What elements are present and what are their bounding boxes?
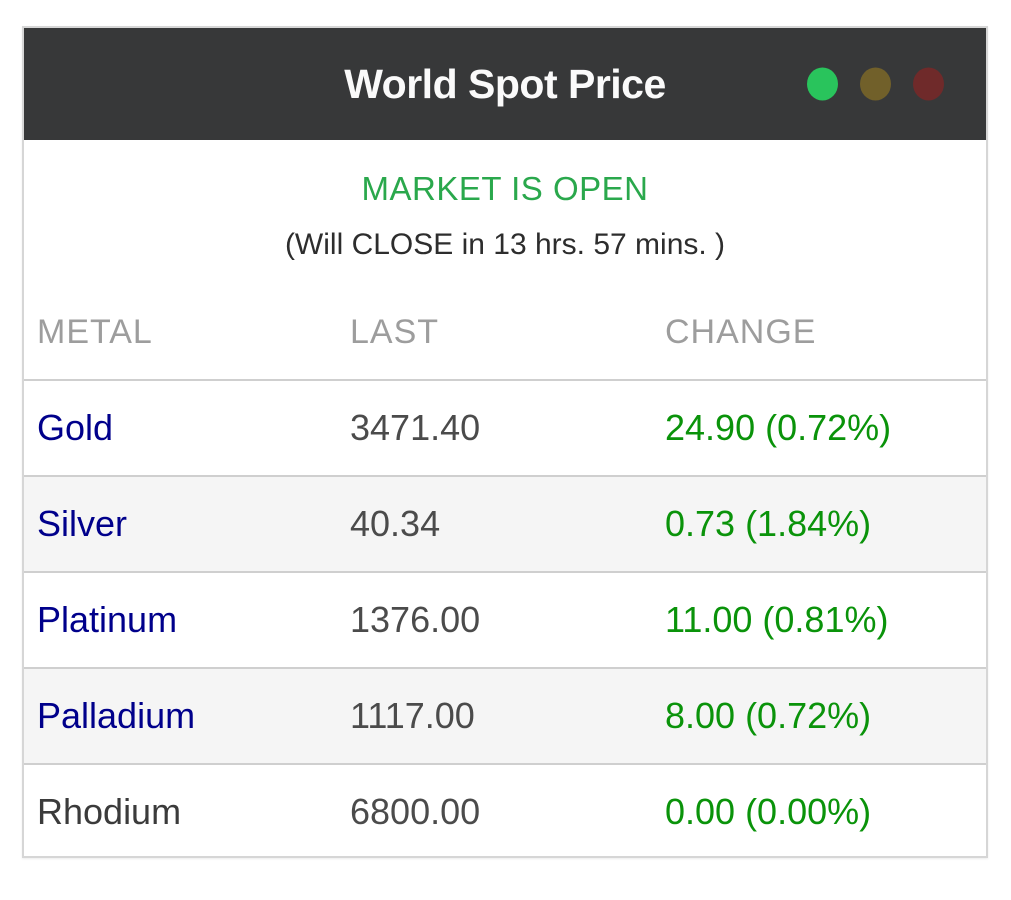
table-row-rhodium: Rhodium 6800.00 0.00 (0.00%) [24, 763, 986, 859]
column-header-change: CHANGE [665, 313, 817, 351]
last-price-gold: 3471.40 [350, 407, 481, 448]
spot-price-table: METAL LAST CHANGE Gold 3471.40 24.90 (0.… [24, 286, 986, 859]
world-spot-price-widget: World Spot Price MARKET IS OPEN (Will CL… [22, 26, 988, 858]
table-header-row: METAL LAST CHANGE [24, 286, 986, 379]
red-dot-icon[interactable] [913, 67, 944, 101]
last-price-rhodium: 6800.00 [350, 791, 481, 832]
metal-link-silver[interactable]: Silver [37, 503, 128, 544]
last-price-silver: 40.34 [350, 503, 441, 544]
change-value-silver: 0.73 (1.84%) [665, 503, 872, 544]
green-dot-icon[interactable] [807, 67, 838, 101]
market-countdown: (Will CLOSE in 13 hrs. 57 mins. ) [284, 228, 726, 261]
metal-link-gold[interactable]: Gold [37, 407, 114, 448]
change-value-rhodium: 0.00 (0.00%) [665, 791, 872, 832]
table-row-palladium: Palladium 1117.00 8.00 (0.72%) [24, 667, 986, 763]
metal-link-palladium[interactable]: Palladium [37, 695, 196, 736]
market-status: MARKET IS OPEN (Will CLOSE in 13 hrs. 57… [24, 140, 986, 262]
titlebar: World Spot Price [24, 28, 986, 140]
change-value-platinum: 11.00 (0.81%) [665, 599, 889, 640]
last-price-platinum: 1376.00 [350, 599, 481, 640]
change-value-palladium: 8.00 (0.72%) [665, 695, 872, 736]
column-header-last: LAST [350, 313, 440, 351]
metal-link-platinum[interactable]: Platinum [37, 599, 178, 640]
status-dots [807, 67, 944, 101]
market-state-label: MARKET IS OPEN [361, 170, 649, 207]
table-row-platinum: Platinum 1376.00 11.00 (0.81%) [24, 571, 986, 667]
last-price-palladium: 1117.00 [350, 695, 475, 736]
yellow-dot-icon[interactable] [860, 67, 891, 101]
table-row-gold: Gold 3471.40 24.90 (0.72%) [24, 379, 986, 475]
column-header-metal: METAL [37, 313, 153, 351]
metal-label-rhodium: Rhodium [37, 791, 182, 832]
change-value-gold: 24.90 (0.72%) [665, 407, 892, 448]
window-title: World Spot Price [344, 60, 666, 107]
table-row-silver: Silver 40.34 0.73 (1.84%) [24, 475, 986, 571]
